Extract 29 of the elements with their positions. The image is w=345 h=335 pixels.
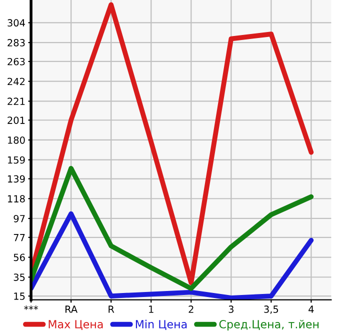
- line-series: [31, 211, 314, 300]
- line-series: [31, 166, 314, 291]
- legend-label: Сред.Цена, т.йен: [219, 320, 319, 331]
- y-tick-label: 221: [8, 98, 25, 105]
- y-tick-label: 15: [14, 292, 25, 300]
- x-tick-label: 3: [228, 306, 234, 313]
- y-tick-label: 97: [14, 214, 25, 222]
- y-tick-label: 139: [8, 175, 25, 183]
- x-tick-label: RA: [66, 306, 78, 313]
- y-tick-label: 35: [14, 274, 25, 281]
- x-tick-label: 1: [149, 306, 154, 313]
- y-tick-label: 263: [8, 58, 25, 66]
- legend-label: Min Цена: [136, 320, 187, 330]
- y-tick-label: 77: [14, 234, 25, 242]
- x-tick-label: R: [108, 306, 114, 313]
- x-tick-label: 4: [308, 306, 314, 313]
- y-tick-label: 159: [8, 156, 25, 164]
- y-tick-label: 118: [8, 195, 25, 202]
- x-tick-label: 2: [188, 306, 194, 313]
- x-tick-label: ***: [24, 306, 38, 310]
- y-tick-label: 242: [8, 78, 25, 86]
- y-tick-label: 304: [8, 19, 25, 27]
- legend-label: Max Цена: [48, 320, 103, 330]
- x-tick-label: 3,5: [264, 306, 278, 314]
- y-tick-label: 180: [8, 136, 25, 144]
- line-series: [31, 2, 314, 286]
- y-tick-label: 201: [8, 116, 25, 124]
- y-tick-label: 56: [14, 254, 25, 262]
- y-tick-label: 283: [8, 39, 25, 46]
